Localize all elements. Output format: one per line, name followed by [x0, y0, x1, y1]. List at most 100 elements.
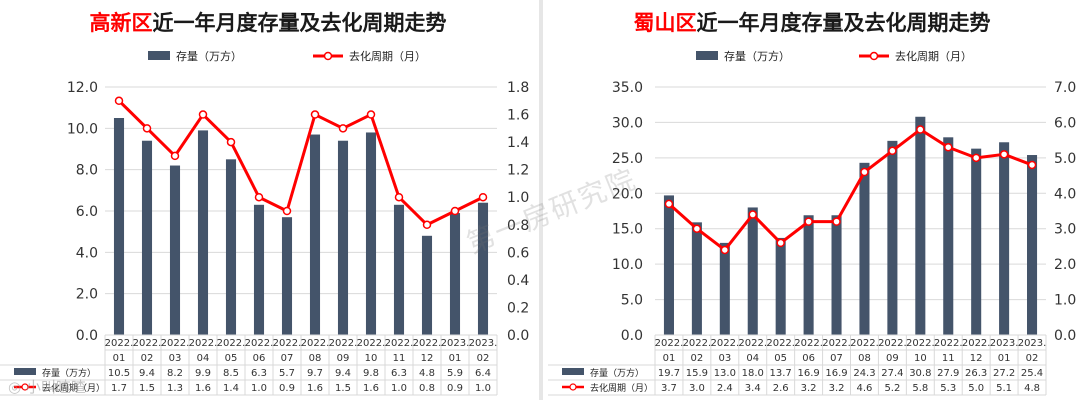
x-tick-month: 10: [914, 353, 927, 364]
table-value-line: 3.0: [689, 383, 705, 394]
left-axis-tick-label: 12.0: [67, 80, 98, 96]
table-value-line: 1.6: [195, 383, 211, 394]
x-tick-month: 05: [225, 353, 238, 364]
title-region: 高新区: [90, 11, 153, 35]
bar: [113, 118, 125, 335]
x-tick-month: 12: [970, 353, 983, 364]
panel-divider: [539, 0, 543, 400]
x-tick-month: 02: [1026, 353, 1039, 364]
left-axis-tick-label: 10.0: [612, 257, 643, 273]
bar: [691, 222, 702, 335]
table-value-line: 5.3: [940, 383, 956, 394]
x-tick-year: 2022.: [161, 338, 190, 349]
x-tick-year: 2023.: [441, 338, 470, 349]
table-value-bar: 5.9: [447, 368, 463, 379]
bar: [421, 235, 433, 335]
table-value-bar: 9.4: [139, 368, 155, 379]
bar: [197, 130, 209, 335]
right-axis-tick-label: 3.0: [1054, 222, 1076, 238]
right-axis-tick-label: 7.0: [1054, 80, 1076, 96]
left-axis-tick-label: 6.0: [76, 204, 98, 220]
line-point: [916, 125, 925, 134]
chart-panel-shushan: 蜀山区近一年月度存量及去化周期走势 存量（万方） 去化周期（月） 0.0 5.0 10.0…: [544, 0, 1080, 400]
x-tick-year: 2022.: [683, 338, 712, 349]
table-value-line: 3.2: [801, 383, 817, 394]
table-value-bar: 26.3: [965, 368, 987, 379]
x-tick-month: 09: [886, 353, 899, 364]
x-tick-month: 12: [421, 353, 434, 364]
line-point: [254, 192, 264, 202]
table-value-line: 1.3: [167, 383, 183, 394]
bar: [309, 134, 321, 335]
table-value-line: 2.4: [717, 383, 733, 394]
bar: [1027, 155, 1038, 335]
table-value-line: 1.6: [307, 383, 323, 394]
table-value-line: 5.8: [912, 383, 928, 394]
left-axis-tick-label: 2.0: [76, 287, 98, 303]
left-axis-tick-label: 0.0: [76, 328, 98, 344]
right-axis-tick-label: 1.8: [507, 80, 529, 96]
legend-bar-label: 存量（万方）: [176, 49, 242, 63]
table-value-line: 4.8: [1024, 383, 1040, 394]
line-point: [226, 137, 236, 147]
x-tick-month: 04: [746, 353, 759, 364]
table-value-bar: 16.9: [797, 368, 819, 379]
left-axis-tick-label: 35.0: [612, 80, 643, 96]
x-tick-month: 01: [998, 353, 1011, 364]
x-tick-month: 03: [718, 353, 731, 364]
table-value-bar: 15.9: [686, 368, 708, 379]
line-point: [776, 238, 785, 248]
x-tick-month: 08: [858, 353, 871, 364]
x-tick-year: 2022.: [105, 338, 134, 349]
bar: [281, 217, 293, 335]
table-value-bar: 27.4: [881, 368, 903, 379]
bar: [393, 204, 405, 335]
table-value-bar: 9.4: [335, 368, 351, 379]
table-value-bar: 9.9: [195, 368, 211, 379]
x-tick-month: 01: [663, 353, 676, 364]
x-tick-year: 2023.: [990, 338, 1019, 349]
right-axis-tick-label: 4.0: [1054, 186, 1076, 202]
left-axis-tick-label: 25.0: [612, 151, 643, 167]
table-value-line: 3.4: [745, 383, 761, 394]
legend-line-label: 去化周期（月）: [895, 49, 972, 63]
legend-bar-label: 存量（万方）: [724, 49, 790, 63]
left-axis-tick-label: 15.0: [612, 222, 643, 238]
x-tick-year: 2022.: [217, 338, 246, 349]
right-axis-tick-label: 1.6: [507, 108, 529, 124]
table-value-bar: 13.7: [770, 368, 792, 379]
left-axis-tick-label: 30.0: [612, 115, 643, 131]
right-axis-tick-label: 0.4: [507, 273, 529, 289]
right-axis-tick-label: 0.0: [507, 328, 529, 344]
left-axis-tick-label: 4.0: [76, 245, 98, 261]
line-point: [720, 245, 730, 255]
left-axis-tick-label: 5.0: [621, 293, 643, 309]
bar: [943, 137, 954, 335]
table-value-bar: 8.5: [223, 368, 239, 379]
x-tick-year: 2022.: [822, 338, 851, 349]
table-row-line-marker: [21, 383, 29, 391]
right-axis-tick-label: 1.0: [507, 190, 529, 206]
bar: [915, 116, 926, 335]
table-value-line: 1.6: [363, 383, 379, 394]
line-point: [366, 110, 376, 119]
left-axis-tick-label: 0.0: [621, 328, 643, 344]
x-tick-year: 2022.: [711, 338, 740, 349]
x-tick-month: 02: [691, 353, 704, 364]
table-value-line: 1.5: [139, 383, 155, 394]
table-value-bar: 19.7: [658, 368, 680, 379]
bar: [225, 159, 237, 335]
table-value-bar: 6.3: [391, 368, 407, 379]
left-axis-tick-label: 8.0: [76, 163, 98, 179]
x-tick-year: 2022.: [329, 338, 358, 349]
x-tick-year: 2022.: [934, 338, 963, 349]
table-value-bar: 27.2: [993, 368, 1015, 379]
line-point: [664, 199, 674, 209]
table-value-line: 0.8: [419, 383, 435, 394]
line-point: [310, 110, 320, 119]
legend-line-label: 去化周期（月）: [349, 49, 426, 63]
right-axis-tick-label: 1.0: [1054, 293, 1076, 309]
bar: [887, 140, 898, 335]
